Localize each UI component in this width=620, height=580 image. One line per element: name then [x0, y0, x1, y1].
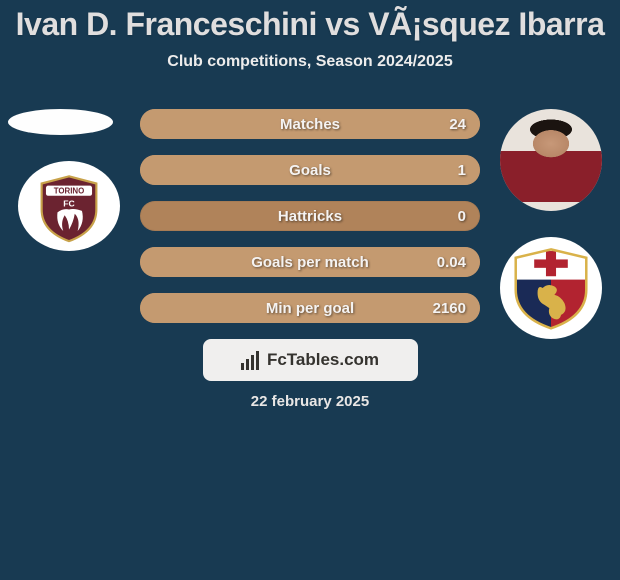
footer-date: 22 february 2025 [0, 393, 620, 410]
stat-value-right: 0 [458, 201, 466, 231]
club-right-badge [500, 237, 602, 339]
comparison-card: Ivan D. Franceschini vs VÃ¡squez Ibarra … [0, 0, 620, 580]
genoa-shield-icon [509, 246, 593, 330]
torino-shield-icon: TORINO FC [33, 172, 105, 244]
stat-label: Matches [140, 109, 480, 139]
stat-value-right: 24 [449, 109, 466, 139]
club-left-badge: TORINO FC [18, 161, 120, 251]
stats-area: TORINO FC [0, 109, 620, 323]
stat-label: Hattricks [140, 201, 480, 231]
stat-label: Goals [140, 155, 480, 185]
svg-text:FC: FC [63, 199, 75, 209]
svg-text:TORINO: TORINO [54, 187, 85, 196]
footer-site-badge: FcTables.com [203, 339, 418, 381]
page-title: Ivan D. Franceschini vs VÃ¡squez Ibarra [0, 0, 620, 43]
stat-label: Min per goal [140, 293, 480, 323]
stat-row: Goals per match0.04 [140, 247, 480, 277]
stat-row: Goals1 [140, 155, 480, 185]
footer-site-text: FcTables.com [267, 350, 379, 370]
player-photo-icon [500, 109, 602, 211]
stat-label: Goals per match [140, 247, 480, 277]
stat-value-right: 2160 [433, 293, 466, 323]
stat-row: Matches24 [140, 109, 480, 139]
stat-row: Min per goal2160 [140, 293, 480, 323]
subtitle: Club competitions, Season 2024/2025 [0, 53, 620, 71]
stat-value-right: 1 [458, 155, 466, 185]
stat-row: Hattricks0 [140, 201, 480, 231]
stat-value-right: 0.04 [437, 247, 466, 277]
player-right-avatar [500, 109, 602, 211]
bar-chart-icon [241, 350, 261, 370]
player-left-avatar [8, 109, 113, 135]
